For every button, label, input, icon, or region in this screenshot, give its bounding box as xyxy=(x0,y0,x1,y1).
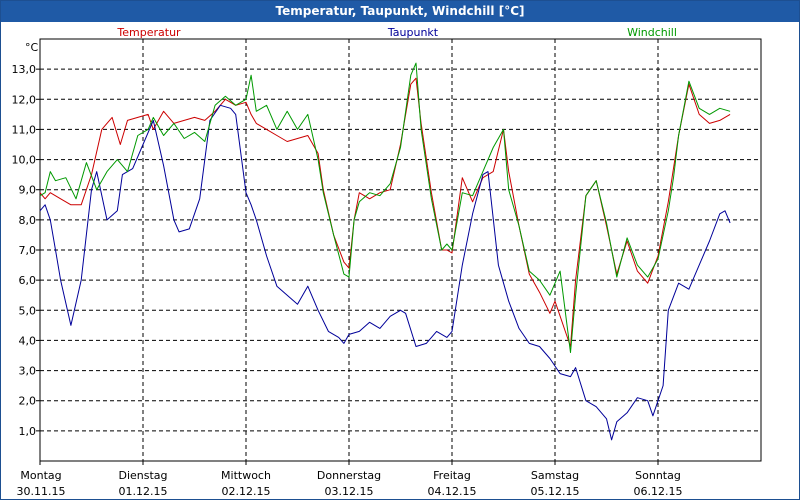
legend-taupunkt: Taupunkt xyxy=(387,26,439,39)
y-tick-label: 9,0 xyxy=(19,184,37,197)
x-tick-label-date: 02.12.15 xyxy=(222,485,271,498)
x-tick-label-day: Mittwoch xyxy=(221,469,271,482)
x-tick-label-day: Montag xyxy=(20,469,61,482)
y-tick-label: 11,0 xyxy=(12,123,37,136)
legend-windchill: Windchill xyxy=(627,26,677,39)
x-tick-label-date: 06.12.15 xyxy=(634,485,683,498)
y-tick-label: 13,0 xyxy=(12,63,37,76)
x-tick-label-date: 01.12.15 xyxy=(119,485,168,498)
y-tick-label: 10,0 xyxy=(12,154,37,167)
x-tick-label-day: Samstag xyxy=(531,469,579,482)
x-tick-label-date: 05.12.15 xyxy=(531,485,580,498)
y-tick-label: 3,0 xyxy=(19,365,37,378)
y-tick-label: 8,0 xyxy=(19,214,37,227)
y-tick-label: 4,0 xyxy=(19,334,37,347)
x-tick-label-date: 30.11.15 xyxy=(17,485,66,498)
y-tick-label: 5,0 xyxy=(19,304,37,317)
x-tick-label-date: 04.12.15 xyxy=(428,485,477,498)
x-tick-label-day: Freitag xyxy=(433,469,471,482)
x-tick-label-date: 03.12.15 xyxy=(325,485,374,498)
y-tick-label: 2,0 xyxy=(19,395,37,408)
y-tick-label: 1,0 xyxy=(19,425,37,438)
x-tick-label-day: Sonntag xyxy=(635,469,681,482)
window-title: Temperatur, Taupunkt, Windchill [°C] xyxy=(1,1,799,22)
y-axis-label: °C xyxy=(25,41,39,54)
series-line-windchill xyxy=(39,62,731,353)
y-tick-label: 7,0 xyxy=(19,244,37,257)
x-tick-label-day: Dienstag xyxy=(118,469,167,482)
legend-temperatur: Temperatur xyxy=(116,26,181,39)
y-tick-label: 6,0 xyxy=(19,274,37,287)
series-line-taupunkt xyxy=(39,104,731,441)
x-tick-label-day: Donnerstag xyxy=(317,469,381,482)
y-tick-label: 12,0 xyxy=(12,93,37,106)
